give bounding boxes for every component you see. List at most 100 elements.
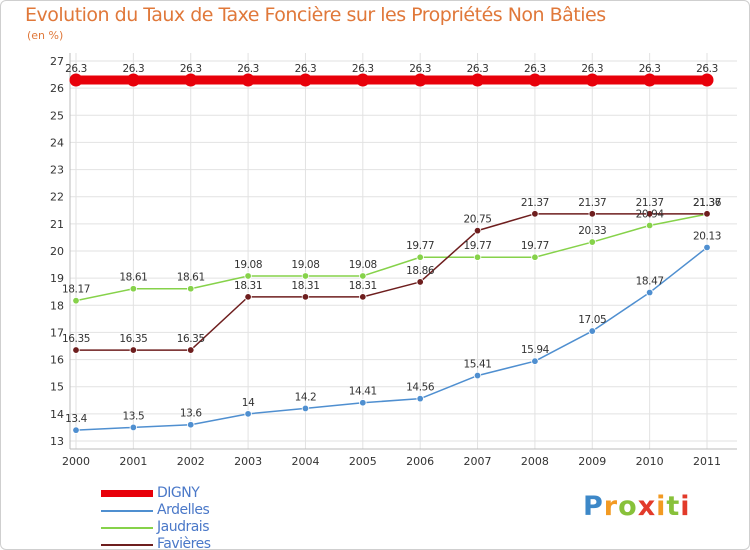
data-point-ardelles xyxy=(588,327,596,335)
data-point-jaudrais xyxy=(473,253,482,261)
data-label: 13.4 xyxy=(65,413,87,425)
data-point-digny xyxy=(184,73,198,87)
data-point-favières xyxy=(359,293,367,301)
y-tick-label: 22 xyxy=(50,191,64,204)
legend-label: Favières xyxy=(157,536,211,550)
y-tick-label: 21 xyxy=(50,218,64,231)
data-point-digny xyxy=(528,73,542,87)
data-point-ardelles xyxy=(703,243,711,252)
chart-title: Evolution du Taux de Taxe Foncière sur l… xyxy=(25,4,606,26)
legend-swatch xyxy=(101,510,153,512)
data-point-jaudrais xyxy=(187,285,195,293)
data-label: 18.31 xyxy=(291,280,319,292)
y-tick-label: 23 xyxy=(50,164,64,177)
legend-swatch xyxy=(101,544,153,546)
data-point-digny xyxy=(356,73,370,87)
data-label: 20.13 xyxy=(693,230,721,242)
data-point-favières xyxy=(473,226,482,235)
data-label: 14.56 xyxy=(406,382,435,394)
data-label: 26.3 xyxy=(352,63,374,75)
data-point-favières xyxy=(588,210,596,218)
data-label: 14.41 xyxy=(349,386,377,398)
data-label: 20.94 xyxy=(636,208,665,220)
series-line-ardelles xyxy=(75,246,708,431)
y-tick-label: 25 xyxy=(50,109,64,122)
data-label: 21.37 xyxy=(636,197,664,209)
data-label: 26.3 xyxy=(467,63,489,75)
data-point-digny xyxy=(241,73,255,87)
x-tick-label: 2009 xyxy=(578,455,606,468)
data-point-ardelles xyxy=(473,371,482,380)
data-point-digny xyxy=(643,73,657,87)
data-label: 16.35 xyxy=(62,333,90,345)
x-tick-label: 2000 xyxy=(62,455,90,468)
data-point-jaudrais xyxy=(72,296,80,305)
y-tick-label: 20 xyxy=(50,245,64,258)
y-tick-label: 26 xyxy=(50,82,64,95)
data-label: 18.86 xyxy=(406,265,435,277)
data-label: 16.35 xyxy=(119,333,147,345)
data-label: 15.94 xyxy=(521,344,550,356)
data-point-ardelles xyxy=(72,426,80,434)
data-label: 18.61 xyxy=(177,272,205,284)
y-tick-label: 17 xyxy=(50,326,64,339)
data-label: 20.75 xyxy=(464,214,492,226)
data-label: 18.61 xyxy=(119,272,147,284)
x-tick-label: 2003 xyxy=(234,455,262,468)
data-label: 15.41 xyxy=(464,359,492,371)
data-point-ardelles xyxy=(359,399,367,407)
data-point-ardelles xyxy=(187,421,195,429)
data-label: 19.77 xyxy=(406,240,434,252)
y-tick-label: 14 xyxy=(50,408,64,421)
legend-swatch xyxy=(101,490,153,497)
data-point-digny xyxy=(298,73,312,87)
data-point-digny xyxy=(471,73,485,87)
data-label: 16.35 xyxy=(177,333,205,345)
data-point-ardelles xyxy=(531,357,539,365)
data-label: 21.36 xyxy=(693,197,722,209)
legend-label: DIGNY xyxy=(157,485,200,501)
data-label: 26.3 xyxy=(696,63,718,75)
data-label: 26.3 xyxy=(581,63,603,75)
data-label: 21.37 xyxy=(693,197,721,209)
data-label: 20.33 xyxy=(578,225,606,237)
data-label: 26.3 xyxy=(122,63,144,75)
data-label: 19.08 xyxy=(234,259,262,271)
legend-item-ardelles: Ardelles xyxy=(101,502,301,519)
data-point-digny xyxy=(700,73,714,87)
data-label: 19.77 xyxy=(464,240,492,252)
series-group xyxy=(69,73,714,434)
data-label: 19.08 xyxy=(349,259,377,271)
y-axis-unit-label: (en %) xyxy=(27,29,64,42)
data-point-jaudrais xyxy=(416,253,424,261)
data-label: 26.3 xyxy=(524,63,546,75)
data-label: 26.3 xyxy=(295,63,317,75)
data-label: 13.6 xyxy=(180,408,202,420)
axes: 13 14 15 16 17 18 19 20 21 22 23 24 25 26 27 2000 2001 20… xyxy=(50,53,737,468)
y-tick-label: 15 xyxy=(50,381,64,394)
data-label: 21.37 xyxy=(578,197,606,209)
data-label: 21.37 xyxy=(521,197,549,209)
data-label: 14 xyxy=(242,397,255,409)
y-tick-label: 13 xyxy=(50,435,64,448)
data-label: 13.5 xyxy=(122,410,144,422)
x-tick-label: 2010 xyxy=(636,455,664,468)
legend-item-digny: DIGNY xyxy=(101,485,301,502)
y-tick-label: 27 xyxy=(50,55,64,68)
data-point-ardelles xyxy=(416,394,424,403)
data-point-favières xyxy=(703,210,711,218)
data-point-digny xyxy=(413,73,427,87)
data-point-digny xyxy=(126,73,140,87)
data-label: 18.31 xyxy=(349,280,377,292)
data-label: 26.3 xyxy=(237,63,259,75)
data-point-ardelles xyxy=(301,404,310,413)
x-tick-label: 2007 xyxy=(464,455,492,468)
data-label: 18.17 xyxy=(62,284,90,296)
data-label: 19.77 xyxy=(521,240,549,252)
data-point-jaudrais xyxy=(531,253,539,261)
data-point-jaudrais xyxy=(244,272,252,280)
data-labels: 26.3 26.3 26.3 26.3 26.3 26.3 26.3 26.3 26.3 26.3… xyxy=(62,63,722,425)
legend-swatch xyxy=(101,527,153,529)
data-point-favières xyxy=(301,293,310,301)
